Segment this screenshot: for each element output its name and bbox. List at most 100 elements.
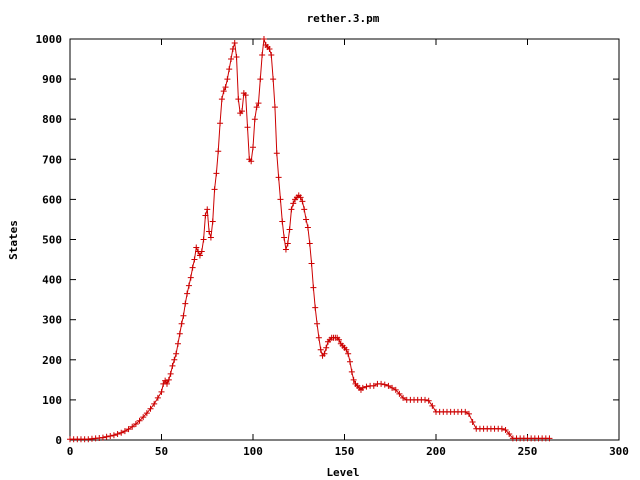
data-point bbox=[180, 312, 187, 319]
data-point bbox=[184, 290, 191, 297]
x-tick-label: 250 bbox=[518, 445, 538, 458]
data-point bbox=[260, 36, 267, 42]
data-point bbox=[462, 408, 469, 415]
y-tick-label: 0 bbox=[55, 434, 62, 447]
data-point bbox=[343, 346, 350, 353]
data-point bbox=[187, 274, 194, 281]
data-point bbox=[239, 108, 246, 115]
data-point bbox=[270, 76, 277, 83]
data-point bbox=[400, 394, 407, 401]
data-point bbox=[202, 212, 209, 219]
y-tick-label: 1000 bbox=[36, 33, 63, 46]
data-point bbox=[290, 200, 297, 207]
data-point bbox=[317, 346, 324, 353]
data-point bbox=[429, 402, 436, 409]
data-point bbox=[425, 397, 432, 404]
data-point bbox=[323, 344, 330, 351]
data-point bbox=[200, 236, 207, 243]
data-point bbox=[255, 100, 262, 107]
data-point bbox=[314, 320, 321, 327]
data-point bbox=[378, 380, 385, 387]
data-point bbox=[114, 430, 121, 437]
data-point bbox=[315, 334, 322, 341]
data-point bbox=[301, 206, 308, 213]
x-tick-label: 100 bbox=[243, 445, 263, 458]
x-tick-label: 150 bbox=[335, 445, 355, 458]
y-tick-label: 300 bbox=[42, 314, 62, 327]
data-point bbox=[207, 234, 214, 241]
series-line bbox=[70, 38, 550, 440]
data-point bbox=[304, 224, 311, 231]
data-point bbox=[498, 425, 505, 432]
data-point bbox=[167, 370, 174, 377]
data-point bbox=[196, 252, 203, 259]
data-point bbox=[396, 390, 403, 397]
data-point bbox=[147, 405, 154, 412]
data-point bbox=[211, 186, 218, 193]
data-point bbox=[506, 430, 513, 437]
data-point bbox=[118, 429, 125, 436]
data-point bbox=[107, 432, 114, 439]
data-point bbox=[229, 46, 236, 53]
data-point bbox=[268, 52, 275, 59]
y-tick-label: 100 bbox=[42, 394, 62, 407]
data-point bbox=[279, 218, 286, 225]
data-point bbox=[465, 410, 472, 417]
y-tick-label: 600 bbox=[42, 193, 62, 206]
plot-frame bbox=[69, 38, 620, 441]
data-point bbox=[345, 350, 352, 357]
data-point bbox=[213, 170, 220, 177]
data-point bbox=[336, 336, 343, 343]
y-tick-label: 700 bbox=[42, 153, 62, 166]
data-point bbox=[277, 196, 284, 203]
data-point bbox=[284, 240, 291, 247]
y-axis-label: States bbox=[7, 220, 20, 260]
data-point bbox=[217, 120, 224, 127]
data-point bbox=[99, 434, 106, 441]
chart-title: rether.3.pm bbox=[307, 12, 380, 25]
data-point bbox=[310, 284, 317, 291]
data-point bbox=[222, 84, 229, 91]
data-point bbox=[235, 96, 242, 103]
data-point bbox=[191, 256, 198, 263]
data-point bbox=[228, 56, 235, 63]
y-tick-label: 900 bbox=[42, 73, 62, 86]
data-point bbox=[215, 148, 222, 155]
data-point bbox=[250, 144, 256, 151]
data-point bbox=[370, 382, 377, 389]
y-tick-label: 400 bbox=[42, 274, 62, 287]
data-point bbox=[218, 96, 225, 103]
data-point bbox=[359, 384, 366, 391]
data-point bbox=[363, 383, 370, 390]
data-point bbox=[248, 158, 255, 165]
data-point bbox=[189, 264, 196, 271]
data-point bbox=[259, 52, 266, 59]
data-point bbox=[233, 54, 240, 61]
data-point bbox=[297, 194, 304, 201]
data-point bbox=[129, 423, 136, 430]
data-point bbox=[162, 377, 169, 384]
y-tick-label: 500 bbox=[42, 234, 62, 247]
data-point bbox=[220, 88, 227, 95]
data-point bbox=[169, 362, 176, 369]
data-point bbox=[174, 340, 181, 347]
data-point bbox=[282, 246, 289, 253]
data-point bbox=[198, 248, 205, 255]
data-point bbox=[392, 386, 399, 393]
data-point bbox=[242, 92, 249, 99]
data-point bbox=[251, 116, 258, 123]
data-point bbox=[286, 226, 293, 233]
data-point bbox=[321, 350, 328, 357]
data-point bbox=[275, 174, 282, 181]
data-point bbox=[165, 376, 172, 383]
data-point bbox=[110, 432, 117, 439]
data-point bbox=[348, 368, 355, 375]
data-point bbox=[346, 358, 353, 365]
data-point bbox=[140, 414, 147, 421]
x-tick-label: 0 bbox=[67, 445, 74, 458]
data-point bbox=[299, 198, 306, 205]
series-group bbox=[67, 36, 553, 443]
data-point bbox=[385, 382, 392, 389]
data-point bbox=[182, 300, 189, 307]
